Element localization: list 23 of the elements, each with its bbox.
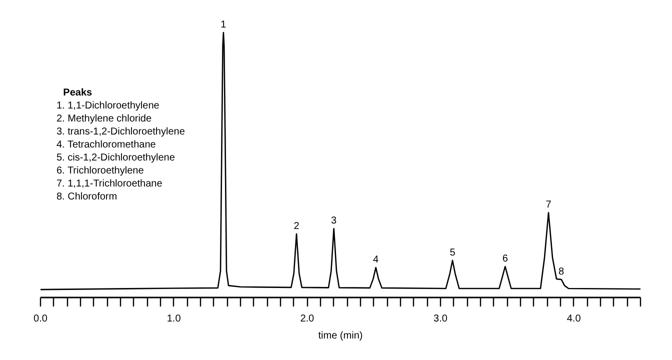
x-tick-label: 0.0: [34, 314, 48, 324]
annotation: 3. trans-1,2-Dichloroethylene: [56, 126, 186, 138]
annotation: 6: [502, 253, 508, 264]
annotation: 5: [450, 247, 456, 258]
annotation: 8. Chloroform: [56, 192, 118, 203]
annotation: 3: [331, 216, 338, 227]
x-tick-label: 3.0: [434, 314, 448, 324]
annotation: 4. Tetrachloromethane: [56, 140, 156, 151]
x-tick-label: 1.0: [166, 314, 182, 324]
annotation: 4: [373, 254, 380, 266]
annotation: 5. cis-1,2-Dichloroethylene: [56, 152, 176, 164]
annotation: 1. 1,1-Dichloroethylene: [56, 100, 160, 112]
legend-title: Peaks: [63, 88, 93, 99]
annotation: 7. 1,1,1-Trichloroethane: [56, 178, 163, 190]
annotation: 6. Trichloroethylene: [56, 166, 144, 177]
annotation: 8: [558, 266, 565, 278]
annotation: 2. Methylene chloride: [56, 114, 152, 125]
x-tick-label: 2.0: [300, 314, 315, 324]
x-axis-title: time (min): [318, 330, 363, 342]
annotation: 1: [220, 19, 227, 30]
annotation: 7: [546, 200, 552, 211]
annotation: 2: [294, 220, 300, 232]
x-tick-label: 4.0: [566, 314, 582, 324]
